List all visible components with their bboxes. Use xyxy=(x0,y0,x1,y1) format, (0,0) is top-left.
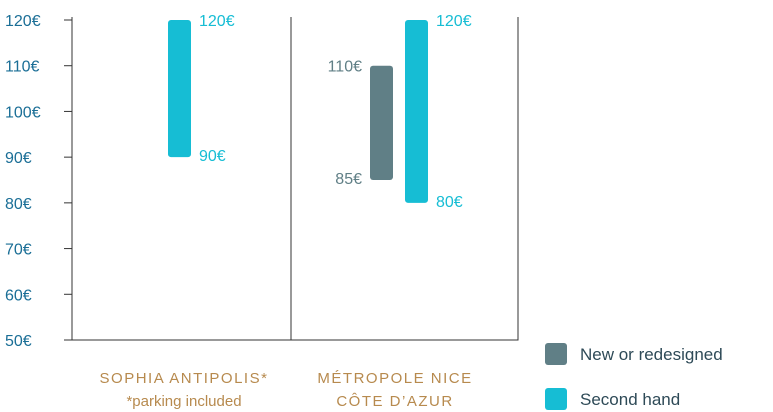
y-tick-label: 80€ xyxy=(5,196,32,213)
range-bar-second-hand xyxy=(168,20,191,158)
data-label-low: 90€ xyxy=(199,148,226,165)
y-tick-label: 110€ xyxy=(5,59,40,76)
category-note: CÔTE D’AZUR xyxy=(336,393,453,410)
category-note: *parking included xyxy=(126,393,241,410)
legend-swatch xyxy=(545,343,567,365)
y-tick-label: 90€ xyxy=(5,150,32,167)
data-label-high: 120€ xyxy=(436,13,472,30)
legend-label: New or redesigned xyxy=(580,345,723,364)
legend-label: Second hand xyxy=(580,390,680,409)
data-label-low: 85€ xyxy=(335,171,362,188)
y-tick-label: 70€ xyxy=(5,242,32,259)
y-tick-label: 100€ xyxy=(5,104,41,121)
category-label: SOPHIA ANTIPOLIS* xyxy=(100,370,269,387)
data-label-high: 110€ xyxy=(328,59,363,76)
data-label-high: 120€ xyxy=(199,13,235,30)
legend-swatch xyxy=(545,388,567,410)
range-bar-second-hand xyxy=(405,20,428,203)
y-tick-label: 50€ xyxy=(5,333,32,350)
category-label: MÉTROPOLE NICE xyxy=(317,370,472,387)
y-tick-label: 60€ xyxy=(5,287,32,304)
range-bar-new-or-redesigned xyxy=(370,65,393,180)
plot-frame xyxy=(71,17,519,341)
y-tick-label: 120€ xyxy=(5,13,41,30)
data-label-low: 80€ xyxy=(436,194,463,211)
